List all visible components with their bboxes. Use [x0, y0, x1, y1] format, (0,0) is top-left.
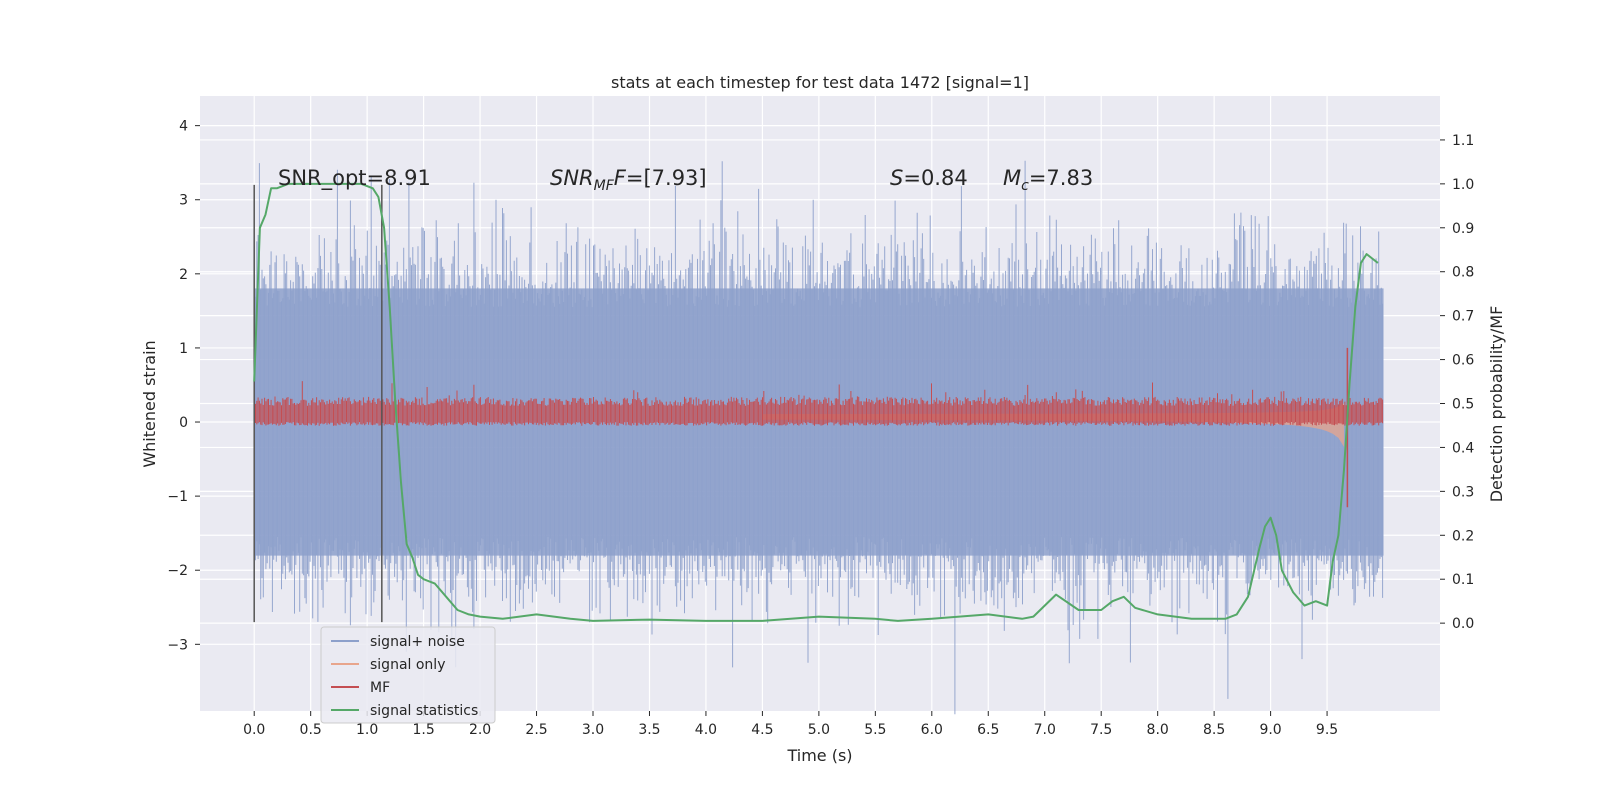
x-tick-label: 8.5 [1203, 722, 1225, 738]
y2-tick-label: 0.7 [1452, 309, 1474, 325]
annotation-mc: Mc=7.83 [1003, 166, 1093, 194]
annotation-snr-opt: SNR_opt=8.91 [278, 166, 431, 191]
x-tick-label: 4.5 [751, 722, 773, 738]
x-tick-label: 3.0 [582, 722, 604, 738]
y2-axis-label: Detection probability/MF [1487, 306, 1506, 503]
x-tick-label: 1.5 [412, 722, 434, 738]
y-tick-label: 4 [179, 119, 188, 135]
x-tick-label: 4.0 [695, 722, 717, 738]
y-tick-label: 1 [179, 341, 188, 357]
annotation-snr-mf: SNRMFF=[7.93] [550, 166, 707, 194]
legend-label-mf: MF [370, 680, 390, 696]
y-tick-label: −1 [167, 489, 188, 505]
x-tick-label: 7.0 [1034, 722, 1056, 738]
y-tick-label: −2 [167, 563, 188, 579]
y2-tick-label: 0.8 [1452, 265, 1474, 281]
y2-tick-label: 0.1 [1452, 572, 1474, 588]
y-tick-label: −3 [167, 637, 188, 653]
x-tick-label: 6.0 [921, 722, 943, 738]
x-tick-label: 9.5 [1316, 722, 1338, 738]
y2-tick-label: 0.5 [1452, 397, 1474, 413]
x-axis-label: Time (s) [786, 746, 852, 765]
y2-tick-label: 0.4 [1452, 440, 1474, 456]
x-tick-label: 8.0 [1147, 722, 1169, 738]
y-tick-label: 0 [179, 415, 188, 431]
s-value: =0.84 [903, 166, 967, 190]
s-symbol: S [890, 166, 903, 190]
snr-mf-value: =[7.93] [626, 166, 707, 190]
y2-tick-label: 0.6 [1452, 353, 1474, 369]
legend-box [320, 626, 496, 724]
y2-tick-label: 0.2 [1452, 528, 1474, 544]
mc-value: =7.83 [1029, 166, 1093, 190]
legend-label-signal-statistics: signal statistics [370, 703, 478, 719]
chart-title: stats at each timestep for test data 147… [611, 73, 1029, 92]
y2-tick-label: 1.1 [1452, 133, 1474, 149]
y-tick-label: 2 [179, 267, 188, 283]
snr-mf-subscript: MF [594, 178, 615, 194]
x-tick-label: 7.5 [1090, 722, 1112, 738]
y-tick-label: 3 [179, 193, 188, 209]
y-axis-label: Whitened strain [140, 340, 159, 467]
series-signal-statistics [253, 182, 1379, 622]
mc-symbol: M [1003, 166, 1021, 190]
x-tick-label: 9.0 [1259, 722, 1281, 738]
vertical-markers [253, 184, 383, 623]
legend: signal+ noise signal only MF signal stat… [320, 626, 496, 724]
legend-label-signal-noise: signal+ noise [370, 634, 465, 650]
x-tick-labels: 0.0 0.5 1.0 1.5 2.0 2.5 3.0 3.5 4.0 4.5 5.0 5.5 6.0 6… [243, 711, 1338, 738]
y2-tick-label: 0.0 [1452, 616, 1474, 632]
x-tick-label: 2.5 [525, 722, 547, 738]
y2-tick-label: 0.9 [1452, 221, 1474, 237]
y2-tick-label: 1.0 [1452, 177, 1474, 193]
legend-label-signal-only: signal only [370, 657, 445, 673]
x-tick-label: 0.0 [243, 722, 265, 738]
y2-tick-labels: 0.0 0.1 0.2 0.3 0.4 0.5 0.6 0.7 0.8 0.9 1.0 1.1 [1440, 133, 1474, 632]
snr-mf-symbol: SNR [550, 166, 594, 190]
x-tick-label: 1.0 [356, 722, 378, 738]
x-tick-label: 2.0 [469, 722, 491, 738]
annotation-s: S=0.84 [890, 166, 968, 190]
mc-subscript: c [1021, 178, 1029, 194]
y2-tick-label: 0.3 [1452, 484, 1474, 500]
x-tick-label: 6.5 [977, 722, 999, 738]
x-tick-label: 3.5 [638, 722, 660, 738]
x-tick-label: 0.5 [300, 722, 322, 738]
snr-mf-f: F [614, 166, 627, 190]
x-tick-label: 5.0 [808, 722, 830, 738]
y-tick-labels: −3 −2 −1 0 1 2 3 4 [167, 119, 200, 653]
signal-statistics-line [253, 182, 1379, 622]
x-tick-label: 5.5 [864, 722, 886, 738]
